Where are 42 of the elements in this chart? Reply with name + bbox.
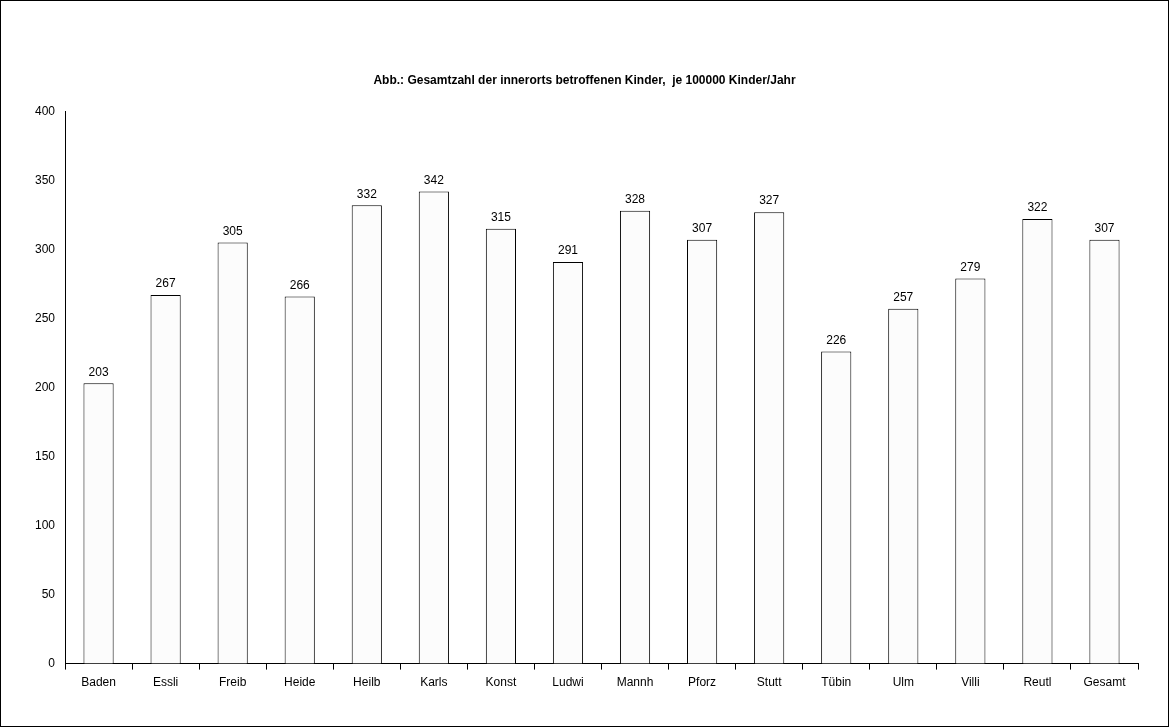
x-tick-label: Reutl [1023,675,1052,690]
data-label: 332 [356,186,378,201]
data-label: 279 [960,259,981,274]
data-label: 322 [1027,200,1048,215]
data-label: 257 [893,290,914,305]
x-tick-label: Freib [219,675,247,690]
chart-title: Abb.: Gesamtzahl der innerorts betroffenen Kinder, je 100000 Kinder/Jahr [373,72,796,87]
x-tick-label: Karls [420,675,448,690]
y-tick-label: 350 [34,172,56,187]
data-label: 226 [826,332,847,347]
x-tick-label: Villi [961,675,980,690]
data-label: 307 [1094,221,1115,236]
y-tick-label: 400 [34,103,56,118]
data-label: 291 [557,243,579,258]
y-tick-label: 50 [41,586,56,601]
x-tick-label: Tübin [821,675,852,690]
data-label: 307 [692,221,713,236]
y-tick-label: 300 [34,241,56,256]
y-tick-label: 150 [34,448,56,463]
data-label: 266 [289,277,311,292]
data-label: 342 [423,172,445,187]
data-label: 315 [490,210,512,225]
x-tick-label: Essli [152,675,179,690]
data-label: 203 [88,364,109,379]
x-tick-label: Stutt [756,675,783,690]
x-tick-label: Ludwi [552,675,584,690]
data-label: 328 [625,192,646,207]
data-label: 327 [759,193,780,208]
y-tick-label: 200 [34,379,56,394]
data-label: 305 [222,223,244,238]
x-tick-label: Heilb [353,675,381,690]
x-tick-label: Baden [81,675,116,690]
x-tick-label: Mannh [616,675,654,690]
y-tick-label: 250 [34,310,56,325]
x-tick-label: Gesamt [1083,675,1127,690]
y-tick-label: 100 [34,517,56,532]
x-tick-label: Ulm [892,675,914,690]
data-label: 267 [155,276,176,291]
x-tick-label: Heide [284,675,316,690]
x-tick-label: Konst [485,675,517,690]
y-tick-label: 0 [48,655,56,670]
x-tick-label: Pforz [688,675,717,690]
